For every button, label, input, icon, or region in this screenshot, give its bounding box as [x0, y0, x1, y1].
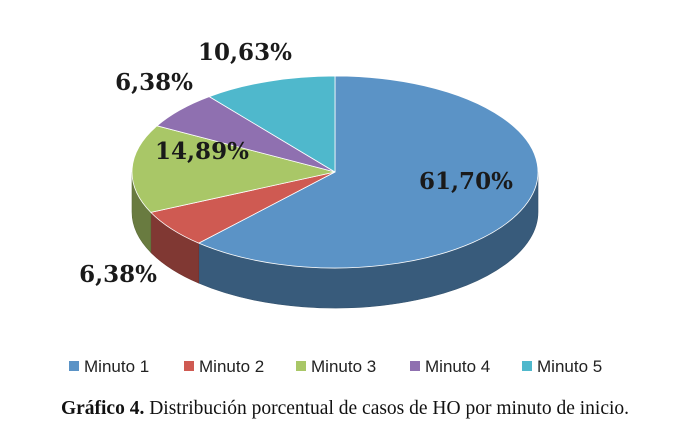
legend-label-4: Minuto 4 [425, 357, 490, 376]
pie-slice-1 [198, 75, 539, 269]
legend-swatch-1 [69, 361, 79, 371]
legend-item-5: Minuto 5 [522, 357, 602, 376]
data-label-4: 6,38% [115, 69, 193, 96]
data-label-5: 10,63% [198, 39, 292, 66]
pie-top-faces [131, 75, 539, 269]
pie-slice-3 [131, 125, 336, 213]
data-label-2: 6,38% [79, 261, 157, 288]
legend-label-5: Minuto 5 [537, 357, 602, 376]
pie-data-labels: 61,70%6,38%14,89%6,38%10,63% [79, 39, 513, 288]
legend-swatch-3 [296, 361, 306, 371]
data-label-3: 14,89% [155, 138, 249, 165]
legend-item-4: Minuto 4 [410, 357, 490, 376]
data-label-1: 61,70% [419, 168, 513, 195]
caption-prefix: Gráfico 4. [60, 398, 145, 419]
legend-item-3: Minuto 3 [296, 357, 376, 376]
pie-slice-5 [208, 75, 336, 173]
legend-label-1: Minuto 1 [84, 357, 149, 376]
legend-label-2: Minuto 2 [199, 357, 264, 376]
figure-caption: Gráfico 4. Distribución porcentual de ca… [0, 398, 690, 420]
legend: Minuto 1 Minuto 2 Minuto 3 Minuto 4 Minuto 5 [69, 357, 602, 376]
legend-swatch-4 [410, 361, 420, 371]
pie-side-walls [131, 171, 539, 309]
legend-item-2: Minuto 2 [184, 357, 264, 376]
legend-swatch-2 [184, 361, 194, 371]
legend-swatch-5 [522, 361, 532, 371]
caption-text: Distribución porcentual de casos de HO p… [149, 398, 630, 419]
legend-label-3: Minuto 3 [311, 357, 376, 376]
legend-item-1: Minuto 1 [69, 357, 149, 376]
